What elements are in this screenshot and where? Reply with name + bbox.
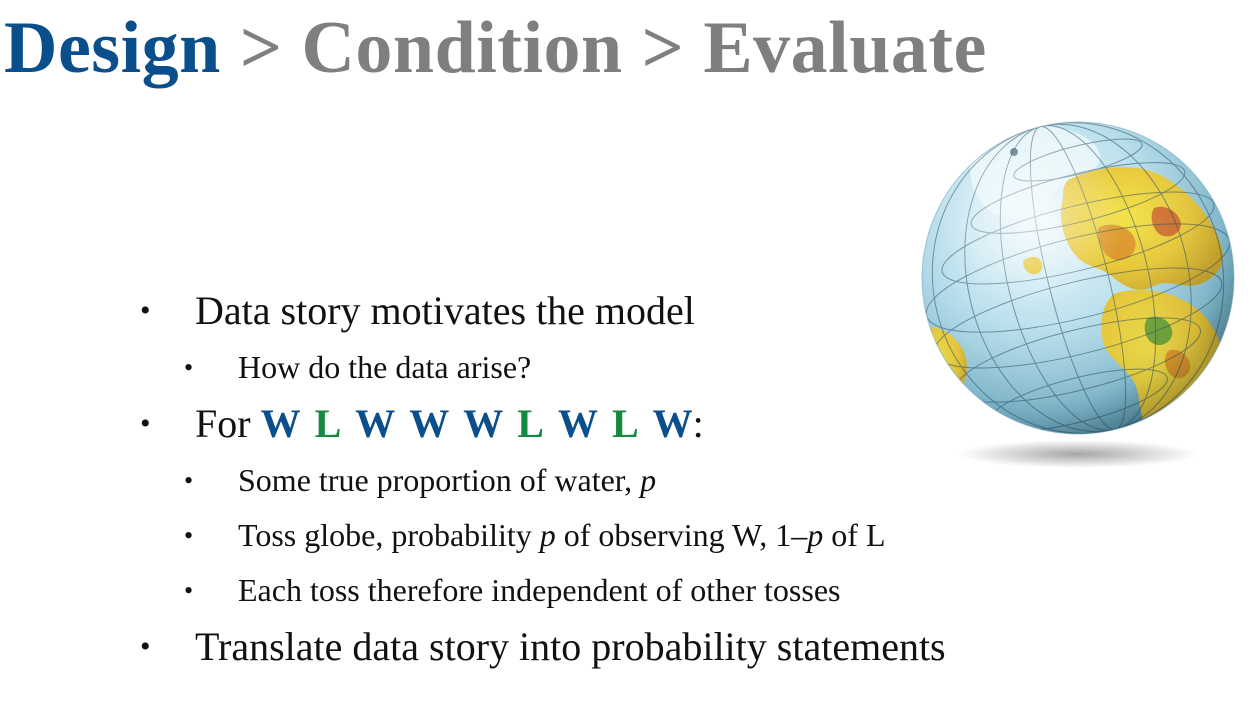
bullet-text: How do the data arise? <box>238 349 532 385</box>
toss-land: L <box>314 401 342 446</box>
bullet-text: of observing W, 1– <box>563 517 808 553</box>
title-step-evaluate: Evaluate <box>703 7 987 89</box>
globe-shadow <box>958 440 1198 468</box>
bullet-text: For <box>195 401 251 446</box>
globe-illustration <box>921 121 1235 468</box>
variable-p: p <box>807 517 824 553</box>
toss-water: W <box>409 401 450 446</box>
variable-p: p <box>640 462 657 498</box>
bullet-glyph: • <box>140 407 151 440</box>
toss-water: W <box>260 401 301 446</box>
globe-icon <box>918 118 1240 480</box>
bullet-list: • Data story motivates the model • How d… <box>140 282 946 676</box>
bullet-text: Some true proportion of water, <box>238 462 633 498</box>
bullet-glyph: • <box>184 521 194 550</box>
bullet-glyph: • <box>140 630 151 663</box>
bullet-text: Each toss therefore independent of other… <box>238 572 841 608</box>
slide-title: Design > Condition > Evaluate <box>4 6 987 90</box>
bullet-text: Data story motivates the model <box>195 288 695 333</box>
toss-water: W <box>463 401 504 446</box>
subbullet-toss-globe: • Toss globe, probability p of observing… <box>140 508 946 563</box>
bullet-text: Translate data story into probability st… <box>195 624 946 669</box>
subbullet-true-proportion: • Some true proportion of water, p <box>140 453 946 508</box>
toss-land: L <box>517 401 544 446</box>
title-step-condition: Condition <box>301 7 623 89</box>
toss-water: W <box>355 401 396 446</box>
title-separator: > <box>239 7 283 89</box>
title-separator: > <box>641 7 685 89</box>
toss-land: L <box>611 401 639 446</box>
bullet-text: of L <box>831 517 886 553</box>
variable-p: p <box>539 517 556 553</box>
bullet-glyph: • <box>184 466 194 495</box>
bullet-translate: • Translate data story into probability … <box>140 618 946 676</box>
subbullet-how-data-arise: • How do the data arise? <box>140 340 946 395</box>
bullet-glyph: • <box>184 353 194 382</box>
bullet-data-story: • Data story motivates the model <box>140 282 946 340</box>
toss-water: W <box>652 401 693 446</box>
sequence-colon: : <box>692 401 704 446</box>
bullet-glyph: • <box>184 576 194 605</box>
toss-water: W <box>557 401 598 446</box>
bullet-sequence: • For W L W W W L W L W: <box>140 395 946 453</box>
bullet-glyph: • <box>140 294 151 327</box>
subbullet-independent: • Each toss therefore independent of oth… <box>140 563 946 618</box>
bullet-text: Toss globe, probability <box>238 517 532 553</box>
title-step-design: Design <box>4 7 221 89</box>
